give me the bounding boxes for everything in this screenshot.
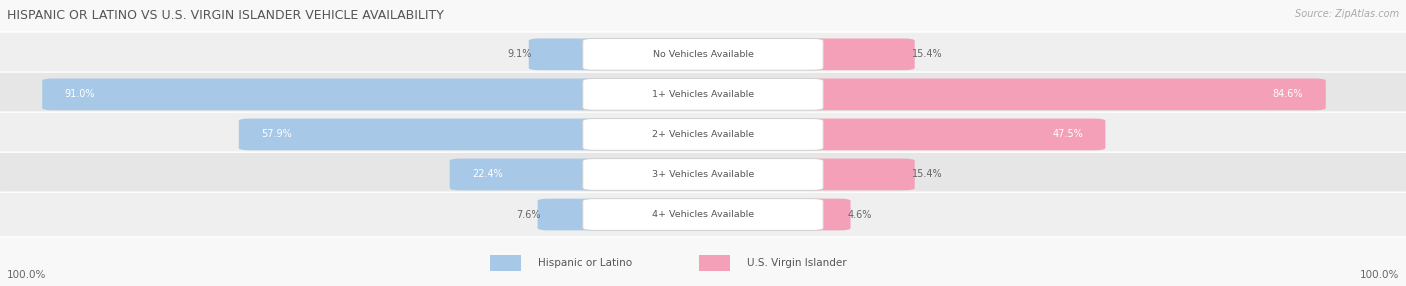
FancyBboxPatch shape — [582, 38, 823, 70]
FancyBboxPatch shape — [489, 255, 520, 271]
Text: 91.0%: 91.0% — [65, 90, 96, 99]
FancyBboxPatch shape — [0, 112, 1406, 157]
FancyBboxPatch shape — [582, 78, 823, 110]
Text: 15.4%: 15.4% — [912, 49, 942, 59]
Text: 84.6%: 84.6% — [1272, 90, 1303, 99]
FancyBboxPatch shape — [700, 255, 731, 271]
FancyBboxPatch shape — [582, 118, 823, 150]
FancyBboxPatch shape — [800, 158, 915, 190]
Text: 57.9%: 57.9% — [262, 130, 292, 139]
Text: 47.5%: 47.5% — [1052, 130, 1083, 139]
Text: Hispanic or Latino: Hispanic or Latino — [537, 258, 631, 268]
FancyBboxPatch shape — [800, 198, 851, 231]
FancyBboxPatch shape — [0, 72, 1406, 117]
Text: 9.1%: 9.1% — [508, 49, 531, 59]
FancyBboxPatch shape — [800, 38, 915, 70]
Text: 2+ Vehicles Available: 2+ Vehicles Available — [652, 130, 754, 139]
Text: 100.0%: 100.0% — [7, 270, 46, 280]
FancyBboxPatch shape — [42, 78, 605, 110]
FancyBboxPatch shape — [800, 78, 1326, 110]
Text: 3+ Vehicles Available: 3+ Vehicles Available — [652, 170, 754, 179]
FancyBboxPatch shape — [0, 192, 1406, 237]
Text: 1+ Vehicles Available: 1+ Vehicles Available — [652, 90, 754, 99]
Text: U.S. Virgin Islander: U.S. Virgin Islander — [748, 258, 846, 268]
FancyBboxPatch shape — [582, 158, 823, 190]
FancyBboxPatch shape — [529, 38, 605, 70]
FancyBboxPatch shape — [239, 118, 605, 150]
FancyBboxPatch shape — [537, 198, 605, 231]
Text: 4.6%: 4.6% — [848, 210, 872, 219]
Text: 22.4%: 22.4% — [472, 170, 503, 179]
Text: 15.4%: 15.4% — [912, 170, 942, 179]
Text: 100.0%: 100.0% — [1360, 270, 1399, 280]
FancyBboxPatch shape — [800, 118, 1105, 150]
FancyBboxPatch shape — [0, 32, 1406, 77]
FancyBboxPatch shape — [0, 152, 1406, 197]
FancyBboxPatch shape — [582, 198, 823, 231]
Text: HISPANIC OR LATINO VS U.S. VIRGIN ISLANDER VEHICLE AVAILABILITY: HISPANIC OR LATINO VS U.S. VIRGIN ISLAND… — [7, 9, 444, 21]
Text: Source: ZipAtlas.com: Source: ZipAtlas.com — [1295, 9, 1399, 19]
Text: No Vehicles Available: No Vehicles Available — [652, 50, 754, 59]
FancyBboxPatch shape — [450, 158, 605, 190]
Text: 7.6%: 7.6% — [516, 210, 540, 219]
Text: 4+ Vehicles Available: 4+ Vehicles Available — [652, 210, 754, 219]
